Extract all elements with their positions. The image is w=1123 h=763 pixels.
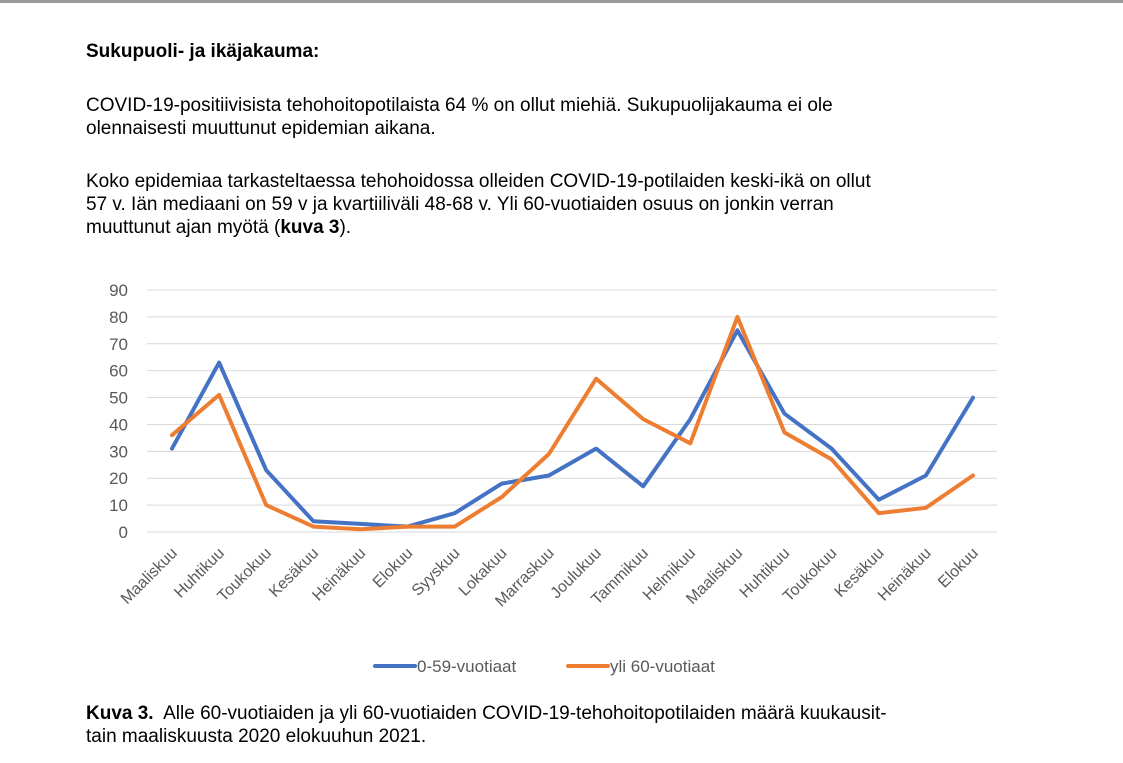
paragraph-line: olennaisesti muuttunut epidemian aikana. (86, 118, 436, 139)
y-tick-label: 70 (109, 335, 128, 354)
y-tick-label: 80 (109, 308, 128, 327)
y-tick-label: 30 (109, 442, 128, 461)
paragraph-line: Koko epidemiaa tarkasteltaessa tehohoido… (86, 171, 871, 192)
figure-caption: Kuva 3. Alle 60-vuotiaiden ja yli 60-vuo… (86, 702, 1046, 748)
caption-line: Kuva 3. Alle 60-vuotiaiden ja yli 60-vuo… (86, 702, 1046, 725)
paragraph-line: COVID-19-positiivisista tehohoitopotilai… (86, 95, 833, 116)
legend-label: yli 60-vuotiaat (610, 657, 715, 676)
section-heading: Sukupuoli- ja ikäjakauma: (86, 41, 320, 62)
y-tick-label: 20 (109, 469, 128, 488)
series-line-age-0-59 (170, 328, 975, 529)
y-tick-label: 40 (109, 415, 128, 434)
top-border (0, 0, 1123, 3)
paragraph-line: 57 v. Iän mediaani on 59 v ja kvartiiliv… (86, 194, 834, 215)
caption-text: Alle 60-vuotiaiden ja yli 60-vuotiaiden … (163, 703, 887, 724)
paragraph-gender: COVID-19-positiivisista tehohoitopotilai… (86, 94, 1046, 140)
paragraph-line: muuttunut ajan myötä (kuva 3). (86, 216, 1046, 239)
caption-label: Kuva 3. (86, 703, 154, 724)
x-tick-label: Elokuu (370, 545, 417, 592)
x-tick-label: Maaliskuu (118, 545, 181, 608)
caption-line: tain maaliskuusta 2020 elokuuhun 2021. (86, 726, 427, 747)
legend-label: 0-59-vuotiaat (417, 657, 517, 676)
chart-svg: 0102030405060708090MaaliskuuHuhtikuuTouk… (109, 281, 997, 676)
series-line-age-over-60 (170, 314, 975, 532)
y-tick-label: 0 (119, 523, 128, 542)
paragraph-age: Koko epidemiaa tarkasteltaessa tehohoido… (86, 170, 1046, 239)
x-tick-label: Syyskuu (409, 545, 464, 600)
y-tick-label: 50 (109, 389, 128, 408)
paragraph-text: ). (339, 217, 352, 238)
y-tick-label: 90 (109, 281, 128, 300)
y-tick-label: 60 (109, 362, 128, 381)
paragraph-text: muuttunut ajan myötä ( (86, 217, 281, 238)
figure-reference: kuva 3 (280, 217, 340, 238)
y-tick-label: 10 (109, 496, 128, 515)
line-chart: 0 10 20 30 40 50 60 70 80 90 Maaliskuu Huhtikuu Touk… (0, 270, 1123, 690)
x-tick-label: Elokuu (935, 545, 982, 592)
